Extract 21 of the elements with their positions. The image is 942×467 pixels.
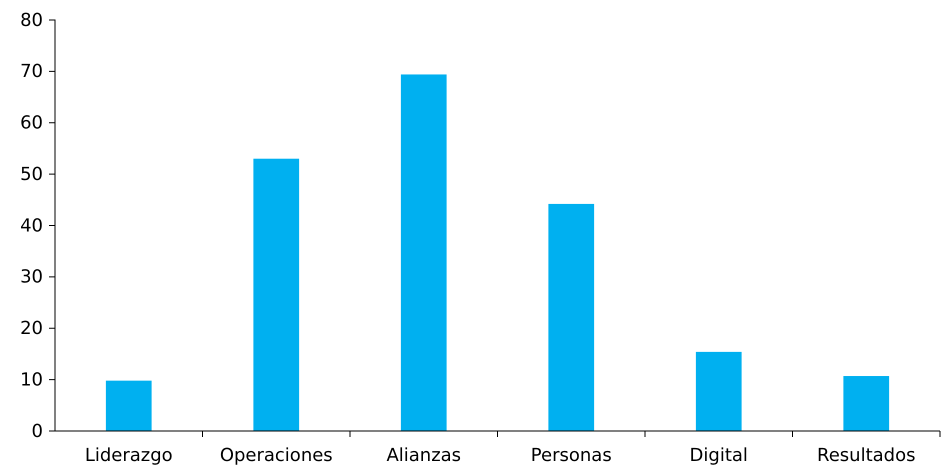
bar	[400, 74, 447, 431]
bar	[253, 158, 300, 431]
y-tick-label: 20	[20, 318, 43, 340]
y-tick-label: 30	[20, 266, 43, 288]
y-tick-label: 50	[20, 164, 43, 185]
y-tick-label: 60	[20, 112, 43, 134]
x-tick-label: Digital	[690, 445, 748, 466]
x-tick-label: Operaciones	[220, 445, 333, 466]
bar	[843, 376, 890, 431]
bar	[696, 352, 742, 431]
bar	[548, 204, 594, 431]
x-tick-label: Personas	[530, 445, 612, 466]
y-tick-label: 80	[20, 10, 43, 31]
y-tick-label: 0	[32, 420, 43, 442]
x-tick-label: Alianzas	[386, 445, 462, 466]
y-tick-label: 40	[20, 215, 43, 236]
x-tick-label: Resultados	[817, 445, 916, 466]
y-tick-label: 70	[20, 61, 43, 82]
bar	[106, 380, 152, 431]
y-tick-label: 10	[20, 369, 43, 390]
x-tick-label: Liderazgo	[84, 445, 173, 466]
